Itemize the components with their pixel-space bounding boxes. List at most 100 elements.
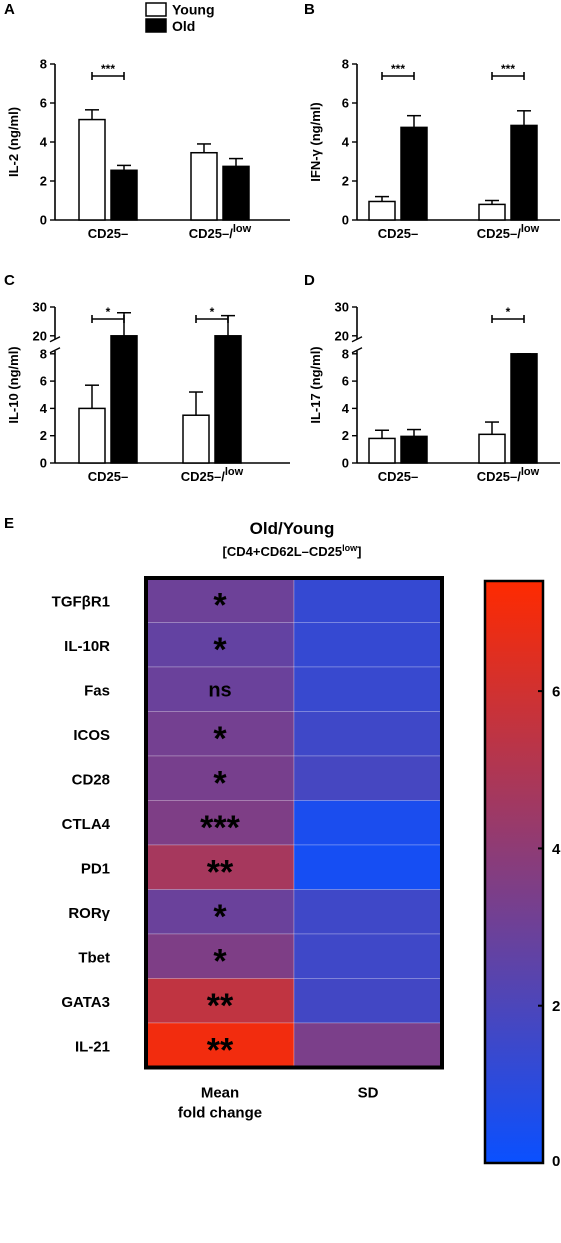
y-axis-label-c: IL-10 (ng/ml) [6,346,21,423]
significance-label: * [210,305,215,319]
heatmap-row-label: Tbet [78,949,110,966]
heatmap-column-label: Mean [201,1085,239,1102]
heatmap-row-label: TGFβR1 [52,593,110,610]
y-tick-label: 4 [342,401,350,416]
heatmap-cell-sd [293,889,443,935]
colorbar-gradient [483,579,545,1165]
significance-label: * [213,631,227,669]
x-tick-label: CD25– [88,226,128,241]
y-axis-label-a: IL-2 (ng/ml) [6,107,21,177]
bar-chart-c: IL-10 (ng/ml) 0 2 4 6 8 20 30 CD25– CD25–/low * * [6,300,290,484]
x-tick-label: CD25–/low [477,466,540,484]
bar-old-1 [510,124,538,221]
y-tick-label: 2 [40,428,47,443]
y-tick-label: 8 [342,57,349,72]
y-tick-label: 6 [342,374,349,389]
significance-label: ** [207,1031,234,1069]
significance-label: * [106,305,111,319]
y-tick-label: 2 [40,174,47,189]
bar-young-0 [368,437,396,464]
heatmap-cell-sd [293,622,443,668]
bar-old-1 [510,353,538,464]
significance-label: * [213,586,227,624]
bar-old-1 [222,165,250,221]
heatmap-cell-sd [293,711,443,757]
y-tick-label: 4 [342,135,350,150]
y-tick-label: 30 [33,300,47,315]
significance-label: *** [501,62,515,76]
significance-label: * [213,942,227,980]
x-tick-label: CD25– [378,469,418,484]
heatmap-row-label: ICOS [73,727,110,744]
legend-swatch-old [145,18,167,33]
heatmap-cell-mean [145,755,295,801]
axis-break-mark [49,347,61,354]
heatmap-cell-sd [293,844,443,890]
heatmap-cell-sd [293,800,443,846]
heatmap-cell-mean [145,889,295,935]
legend-swatch-young [145,2,167,17]
heatmap-row-label: Fas [84,682,110,699]
significance-label: * [213,898,227,936]
axis-break-mark [351,336,363,343]
bar-old-0 [400,126,428,221]
y-tick-label: 4 [40,401,48,416]
bar-young-0 [78,118,106,221]
axis-break-mark [49,336,61,343]
significance-label: *** [200,809,240,847]
significance-label: * [506,305,511,319]
bar-old-1 [214,335,242,464]
bar-young-1 [182,414,210,464]
bar-young-1 [190,151,218,221]
significance-label: *** [391,62,405,76]
panel-label-a: A [4,1,15,18]
heatmap-cell-mean [145,577,295,623]
colorbar-tick-label: 6 [552,684,560,701]
colorbar: 0 2 4 6 [483,579,561,1170]
heatmap-cell-sd [293,1022,443,1068]
bar-chart-b: IFN-γ (ng/ml) 0 2 4 6 8 CD25– CD25–/low *** *** [308,57,560,241]
heatmap-cell-mean [145,844,295,890]
significance-label: ** [207,987,234,1025]
heatmap-row-label: CD28 [72,771,110,788]
heatmap-cell-sd [293,978,443,1024]
y-tick-label: 6 [40,96,47,111]
y-tick-label: 8 [40,57,47,72]
bar-young-1 [478,433,506,464]
x-tick-label: CD25–/low [189,223,252,241]
legend: Young Old [145,2,215,34]
bar-young-0 [78,407,106,464]
bar-young-1 [478,203,506,221]
bar-young-0 [368,200,396,221]
y-tick-label: 30 [335,300,349,315]
x-tick-label: CD25– [88,469,128,484]
panel-label-c: C [4,272,15,289]
y-tick-label: 8 [342,346,349,361]
heatmap-title: Old/Young [250,519,335,538]
y-tick-label: 0 [342,456,349,471]
significance-label: * [213,720,227,758]
legend-label-old: Old [172,18,195,34]
heatmap-subtitle: [CD4+CD62L–CD25low] [223,543,362,559]
panel-label-d: D [304,272,315,289]
heatmap-cell-mean [145,933,295,979]
y-tick-label: 6 [342,96,349,111]
heatmap-row-label: PD1 [81,860,110,877]
heatmap-cell-sd [293,577,443,623]
y-tick-label: 0 [342,213,349,228]
heatmap-row-label: IL-21 [75,1038,110,1055]
y-tick-label: 6 [40,374,47,389]
heatmap-row-label: CTLA4 [62,816,111,833]
heatmap-column-label: fold change [178,1105,262,1122]
heatmap-row-label: IL-10R [64,638,110,655]
heatmap-column-label: SD [358,1085,379,1102]
y-tick-label: 2 [342,428,349,443]
y-tick-label: 2 [342,174,349,189]
heatmap-frame [144,576,444,1070]
y-tick-label: 4 [40,135,48,150]
x-tick-label: CD25–/low [181,466,244,484]
bar-chart-a: IL-2 (ng/ml) 0 2 4 6 8 CD25– CD25–/low *** [6,57,290,241]
heatmap-row-label: RORγ [68,905,110,922]
colorbar-tick-label: 2 [552,998,560,1015]
